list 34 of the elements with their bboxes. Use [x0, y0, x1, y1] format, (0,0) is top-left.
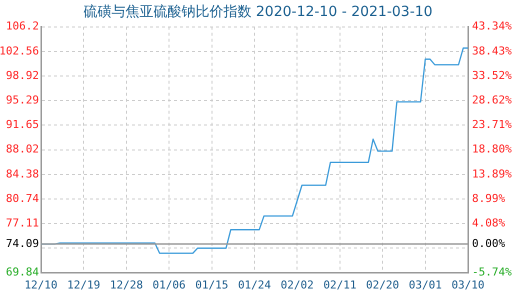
chart-title: 硫磺与焦亚硫酸钠比价指数 2020-12-10 - 2021-03-10 — [83, 4, 433, 20]
x-tick-label: 01/24 — [238, 278, 272, 292]
y2-tick-label: 18.80% — [472, 142, 512, 156]
y2-tick-label: 0.00% — [472, 236, 506, 250]
y2-tick-label: 8.99% — [472, 192, 506, 205]
y-tick-label: 74.09 — [6, 236, 39, 250]
x-tick-label: 03/10 — [451, 278, 485, 292]
x-tick-label: 12/28 — [110, 278, 143, 292]
x-tick-label: 01/15 — [195, 278, 228, 292]
y2-tick-label: 28.62% — [472, 93, 512, 106]
y-tick-label: 84.38 — [6, 167, 39, 180]
y-tick-label: 106.2 — [6, 20, 39, 33]
x-tick-label: 12/10 — [24, 278, 58, 292]
x-tick-label: 02/02 — [280, 278, 314, 292]
y2-tick-label: 23.71% — [472, 118, 512, 132]
y2-tick-label: 38.43% — [472, 44, 512, 58]
y-tick-label: 95.29 — [6, 93, 39, 106]
y-tick-label: 77.11 — [6, 216, 39, 230]
y2-tick-label: 33.52% — [472, 68, 512, 82]
y2-tick-label: 13.89% — [472, 167, 512, 180]
y-tick-label: 88.02 — [6, 142, 39, 156]
y2-tick-label: 43.34% — [472, 20, 512, 33]
y-tick-label: 102.56 — [0, 44, 39, 58]
y-tick-label: 98.92 — [6, 68, 39, 82]
y2-tick-label: -5.74% — [472, 266, 512, 279]
y2-tick-label: 4.08% — [472, 216, 506, 230]
y-tick-label: 91.65 — [6, 118, 39, 132]
x-tick-label: 01/06 — [152, 278, 186, 292]
x-tick-label: 02/20 — [366, 278, 400, 292]
y-tick-label: 69.84 — [6, 266, 40, 279]
x-tick-label: 02/11 — [323, 278, 356, 292]
x-tick-label: 12/19 — [67, 278, 100, 292]
y-tick-label: 80.74 — [6, 192, 40, 205]
x-tick-label: 03/01 — [408, 278, 442, 292]
